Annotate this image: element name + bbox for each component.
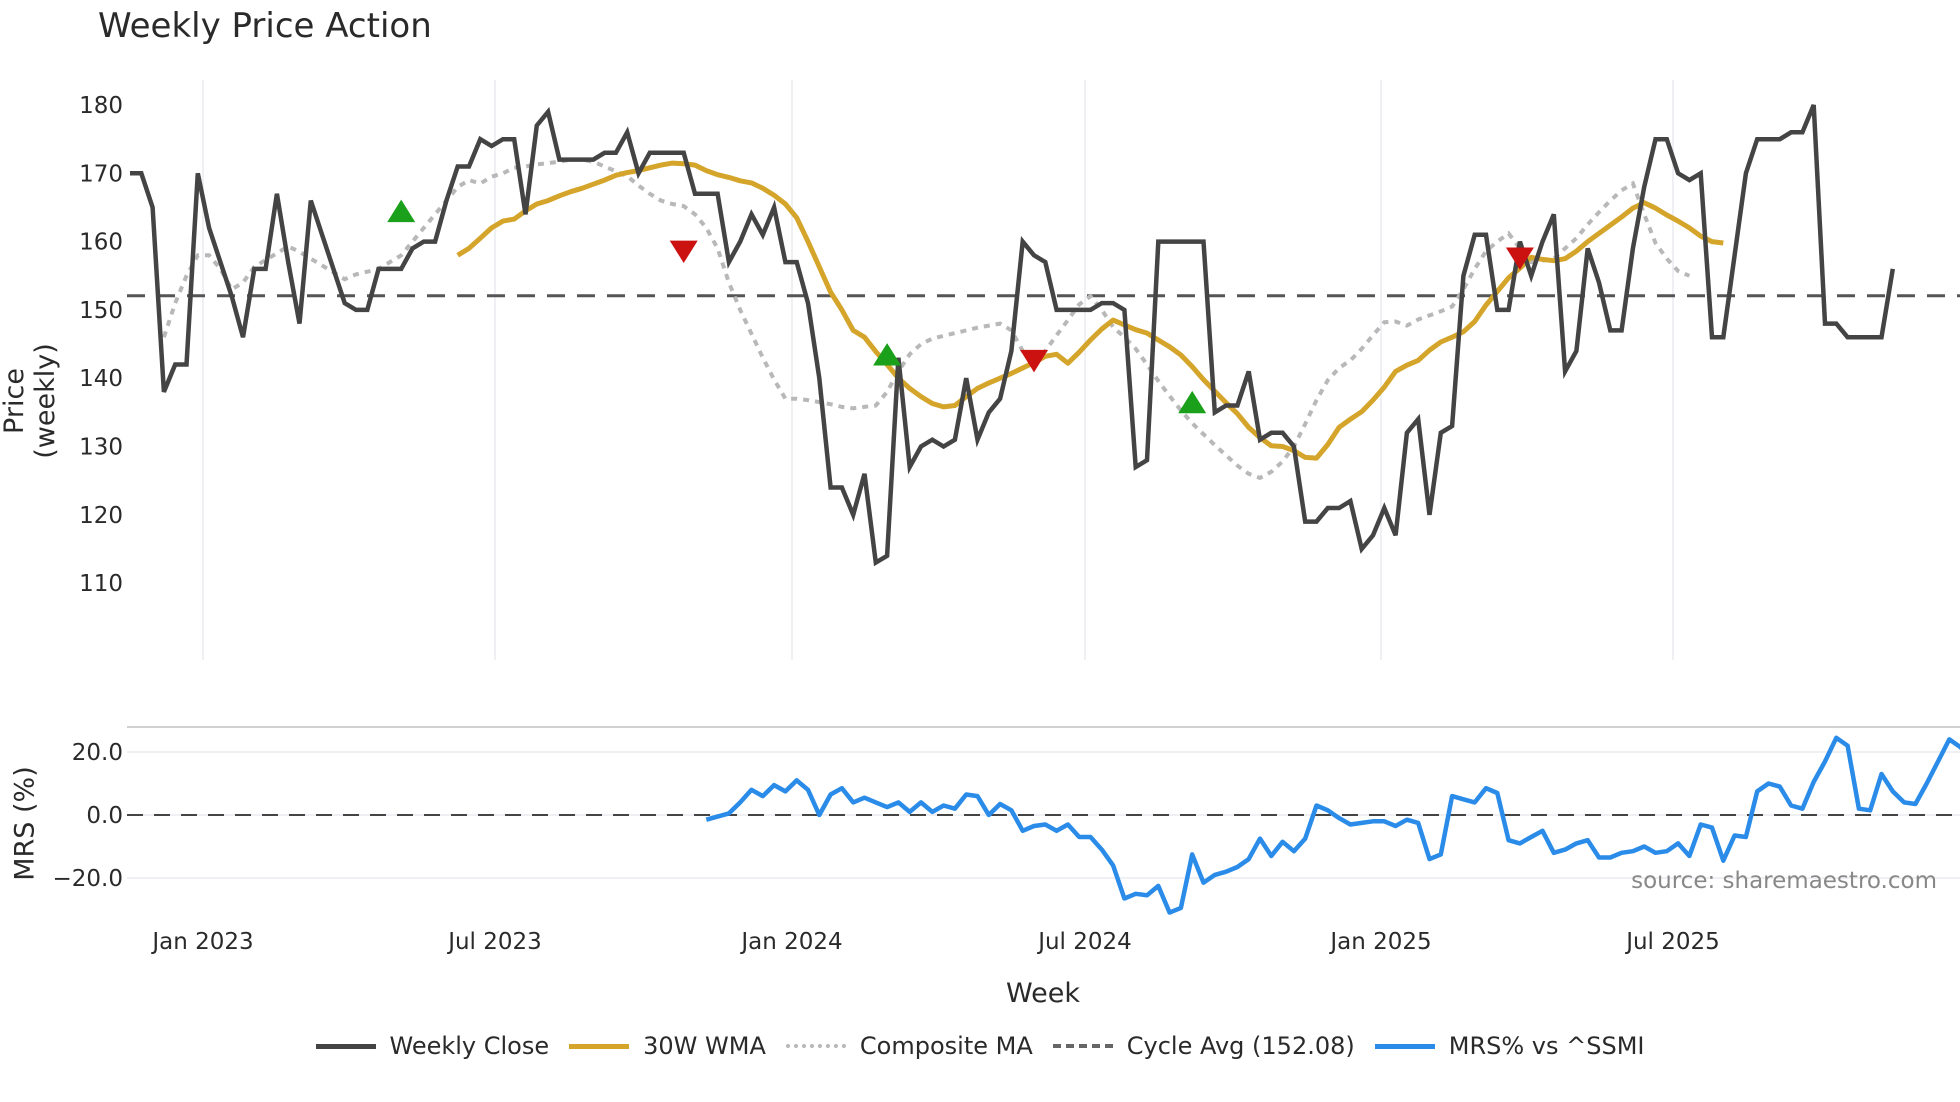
buy-signal-triangle-icon (1178, 390, 1207, 414)
price-y-tick-label: 120 (79, 503, 123, 529)
x-tick-label: Jan 2025 (1328, 929, 1431, 955)
legend-label: Cycle Avg (152.08) (1126, 1032, 1355, 1060)
solid-line-swatch-icon (315, 1043, 376, 1049)
legend-item-wma[interactable]: 30W WMA (569, 1032, 766, 1060)
x-axis-label: Week (1006, 978, 1080, 1009)
price-y-tick-label: 160 (79, 230, 123, 256)
solid-line-swatch-icon (1374, 1043, 1435, 1049)
price-y-axis-label: Price (weekly) (0, 343, 61, 459)
legend-label: Weekly Close (389, 1032, 550, 1060)
x-tick-label: Jul 2024 (1036, 929, 1132, 955)
chart-title: Weekly Price Action (98, 6, 432, 46)
weekly-close-line[interactable] (130, 104, 1896, 567)
mrs-y-axis-label: MRS (%) (9, 766, 41, 881)
price-y-tick-label: 150 (79, 298, 123, 324)
buy-signal-triangle-icon (387, 199, 416, 223)
mrs-line[interactable] (705, 735, 1960, 915)
legend-label: 30W WMA (643, 1032, 766, 1060)
legend-item-weekly-close[interactable]: Weekly Close (315, 1032, 550, 1060)
x-tick-label: Jul 2025 (1624, 929, 1720, 955)
buy-signal-triangle-icon (873, 343, 902, 366)
legend-item-mrs[interactable]: MRS% vs ^SSMI (1374, 1032, 1645, 1060)
price-y-tick-label: 180 (79, 93, 123, 119)
price-y-tick-label: 170 (79, 161, 123, 187)
dotted-line-swatch-icon (785, 1044, 846, 1048)
legend-label: Composite MA (859, 1032, 1033, 1060)
source-note: source: sharemaestro.com (1631, 868, 1937, 894)
sell-signal-triangle-icon (1020, 349, 1048, 373)
legend-item-composite-ma[interactable]: Composite MA (785, 1032, 1033, 1060)
signal-markers (387, 199, 1534, 414)
legend-item-cycle-avg[interactable]: Cycle Avg (152.08) (1052, 1032, 1355, 1060)
x-tick-label: Jan 2024 (739, 929, 842, 955)
price-gridlines (202, 80, 1674, 660)
x-tick-label: Jan 2023 (150, 929, 253, 955)
x-axis-ticks: Jan 2023 Jul 2023 Jan 2024 Jul 2024 Jan 2025… (150, 929, 1719, 955)
price-y-tick-label: 110 (79, 571, 123, 597)
legend: Weekly Close 30W WMA Composite MA Cycle … (0, 1032, 1960, 1060)
sell-signal-triangle-icon (1505, 247, 1534, 270)
legend-label: MRS% vs ^SSMI (1448, 1032, 1645, 1060)
mrs-y-ticks: 20.0 0.0 −20.0 (53, 740, 123, 892)
mrs-y-tick-label: 0.0 (86, 803, 123, 829)
price-y-tick-label: 130 (79, 435, 123, 461)
mrs-y-tick-label: 20.0 (72, 740, 123, 766)
price-y-tick-label: 140 (79, 366, 123, 392)
composite-ma-line[interactable] (162, 157, 1691, 481)
price-y-ticks: 180 170 160 150 140 130 120 110 (79, 93, 123, 597)
x-tick-label: Jul 2023 (446, 929, 542, 955)
sell-signal-triangle-icon (669, 240, 698, 264)
solid-line-swatch-icon (569, 1043, 630, 1049)
mrs-y-tick-label: −20.0 (53, 866, 123, 892)
dashed-line-swatch-icon (1052, 1044, 1113, 1048)
